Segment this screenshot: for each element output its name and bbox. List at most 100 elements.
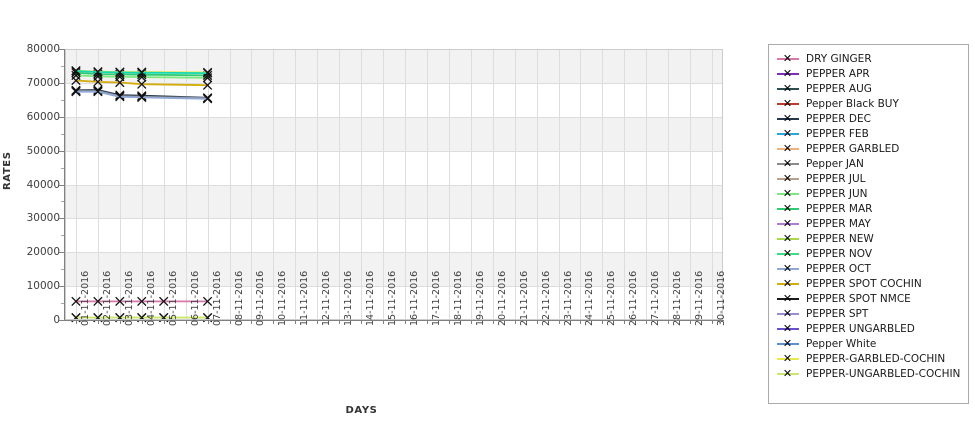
legend-x-marker-icon: ✕ [782,82,793,95]
legend-label: PEPPER MAR [806,202,873,215]
x-tick-mark [690,320,691,324]
legend-item[interactable]: ✕ PEPPER-GARBLED-COCHIN [773,351,964,366]
y-axis-line [64,49,65,321]
x-tick-label: 28-11-2016 [672,270,684,326]
series-pepper-spot-cochin [71,75,213,90]
x-tick-label: 24-11-2016 [584,270,596,326]
legend-swatch: ✕ [777,98,799,109]
x-tick-label: 01-11-2016 [79,270,91,326]
legend-x-marker-icon: ✕ [782,142,793,155]
legend-swatch: ✕ [777,143,799,154]
legend-item[interactable]: ✕ PEPPER FEB [773,126,964,141]
legend-item[interactable]: ✕ PEPPER-UNGARBLED-COCHIN [773,366,964,381]
legend-swatch: ✕ [777,83,799,94]
vertical-gridline [624,49,625,320]
x-tick-mark [559,320,560,324]
legend-swatch: ✕ [777,263,799,274]
legend-item[interactable]: ✕ Pepper Black BUY [773,96,964,111]
x-tick-mark [493,320,494,324]
x-tick-label: 11-11-2016 [299,270,311,326]
legend-label: PEPPER JUL [806,172,866,185]
plot-band [65,252,723,287]
legend-item[interactable]: ✕ DRY GINGER [773,51,964,66]
x-tick-mark [405,320,406,324]
legend-item[interactable]: ✕ PEPPER NOV [773,246,964,261]
legend-label: PEPPER FEB [806,127,869,140]
legend-item[interactable]: ✕ PEPPER MAY [773,216,964,231]
vertical-gridline [317,49,318,320]
x-tick-mark [98,320,99,324]
y-tick-mark [59,286,64,288]
x-tick-mark [164,320,165,324]
x-tick-label: 21-11-2016 [518,270,530,326]
legend-line [777,163,799,165]
y-tick-label: 70000 [26,76,60,89]
legend-swatch: ✕ [777,353,799,364]
legend-item[interactable]: ✕ PEPPER SPT [773,306,964,321]
legend-swatch: ✕ [777,293,799,304]
y-tick-label: 30000 [26,212,60,225]
legend-line [777,88,799,90]
horizontal-gridline [65,286,723,288]
legend-swatch: ✕ [777,308,799,319]
x-tick-mark [668,320,669,324]
legend-item[interactable]: ✕ PEPPER SPOT NMCE [773,291,964,306]
vertical-gridline [164,49,165,320]
legend-item[interactable]: ✕ PEPPER AUG [773,81,964,96]
x-tick-label: 10-11-2016 [277,270,289,326]
legend-item[interactable]: ✕ PEPPER OCT [773,261,964,276]
legend-line [777,223,799,225]
legend-item[interactable]: ✕ PEPPER MAR [773,201,964,216]
vertical-gridline [339,49,340,320]
legend-x-marker-icon: ✕ [782,97,793,110]
vertical-gridline [602,49,603,320]
x-tick-mark [251,320,252,324]
legend-item[interactable]: ✕ Pepper JAN [773,156,964,171]
x-tick-label: 16-11-2016 [408,270,420,326]
vertical-gridline [295,49,296,320]
legend-swatch: ✕ [777,128,799,139]
legend-item[interactable]: ✕ PEPPER JUN [773,186,964,201]
x-tick-mark [230,320,231,324]
legend-x-marker-icon: ✕ [782,232,793,245]
plot-band [65,116,723,151]
legend-swatch: ✕ [777,278,799,289]
vertical-gridline [230,49,231,320]
vertical-gridline [273,49,274,320]
plot-background-bands [65,49,723,320]
plot-band [65,184,723,219]
legend-item[interactable]: ✕ PEPPER GARBLED [773,141,964,156]
x-tick-label: 05-11-2016 [167,270,179,326]
horizontal-gridline [65,150,723,152]
legend-x-marker-icon: ✕ [782,112,793,125]
legend-item[interactable]: ✕ PEPPER APR [773,66,964,81]
x-tick-label: 07-11-2016 [211,270,223,326]
horizontal-gridline [65,116,723,118]
vertical-gridline [142,49,143,320]
legend-item[interactable]: ✕ PEPPER NEW [773,231,964,246]
x-tick-label: 03-11-2016 [123,270,135,326]
legend-swatch: ✕ [777,53,799,64]
x-tick-label: 02-11-2016 [101,270,113,326]
legend-item[interactable]: ✕ Pepper White [773,336,964,351]
x-tick-label: 29-11-2016 [694,270,706,326]
x-tick-label: 25-11-2016 [606,270,618,326]
y-minor-tick-mark [61,133,64,135]
x-tick-mark [471,320,472,324]
x-tick-label: 08-11-2016 [233,270,245,326]
vertical-gridline [471,49,472,320]
legend-item[interactable]: ✕ PEPPER DEC [773,111,964,126]
vertical-gridline [405,49,406,320]
x-tick-mark [142,320,143,324]
legend-line [777,268,799,270]
legend-item[interactable]: ✕ PEPPER SPOT COCHIN [773,276,964,291]
vertical-gridline [690,49,691,320]
legend-item[interactable]: ✕ PEPPER JUL [773,171,964,186]
plot-area [65,49,723,323]
legend-item[interactable]: ✕ PEPPER UNGARBLED [773,321,964,336]
legend-label: PEPPER GARBLED [806,142,900,155]
x-tick-label: 19-11-2016 [474,270,486,326]
x-tick-label: 14-11-2016 [365,270,377,326]
legend-swatch: ✕ [777,338,799,349]
